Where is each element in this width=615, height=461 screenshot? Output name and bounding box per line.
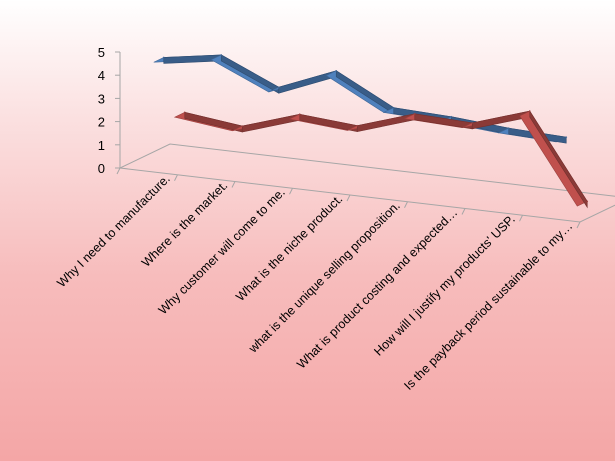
x-tick-mark (461, 208, 466, 215)
data-point (220, 54, 223, 56)
data-point (183, 111, 186, 114)
y-tick-label: 3 (98, 91, 105, 106)
data-point (335, 69, 338, 72)
ribbon-side-face (335, 70, 395, 115)
ribbon-side-face (241, 113, 301, 133)
y-tick-label: 2 (98, 115, 105, 130)
data-point (162, 56, 165, 59)
ribbon-side-face (471, 110, 531, 130)
data-point (392, 106, 395, 109)
category-label: Why customer will come to me. (156, 185, 288, 317)
category-label: What is the niche product. (233, 192, 345, 304)
ribbon-side-face (184, 111, 243, 133)
data-point (298, 113, 301, 116)
data-point (565, 136, 568, 138)
category-label: Why I need to manufacture. (54, 172, 172, 290)
x-tick-mark (346, 194, 351, 202)
category-label: How will I justify my products' USP. (371, 212, 518, 359)
x-tick-mark (174, 174, 178, 181)
y-tick-label: 0 (98, 161, 105, 176)
x-tick-mark (519, 215, 523, 222)
series-ribbon (173, 110, 589, 209)
data-point (241, 125, 244, 127)
chart-floor (118, 143, 615, 223)
data-point (586, 200, 589, 203)
ribbon-side-face (356, 113, 416, 132)
ribbon-side-face (220, 54, 280, 94)
x-tick-mark (289, 188, 293, 195)
y-tick-label: 1 (98, 138, 105, 153)
x-tick-mark (576, 221, 581, 229)
ribbon-side-face (529, 110, 588, 209)
data-point (528, 110, 531, 112)
ribbon-side-face (278, 70, 337, 94)
data-point (356, 124, 359, 127)
y-tick-label: 5 (98, 45, 105, 60)
data-point (507, 127, 510, 129)
y-tick-label: 4 (98, 68, 105, 83)
x-tick-mark (404, 201, 408, 208)
data-point (413, 113, 416, 115)
x-tick-mark (231, 181, 236, 188)
x-tick-mark (116, 167, 121, 175)
data-point (471, 122, 474, 124)
data-point (277, 86, 280, 88)
data-point (450, 115, 453, 118)
